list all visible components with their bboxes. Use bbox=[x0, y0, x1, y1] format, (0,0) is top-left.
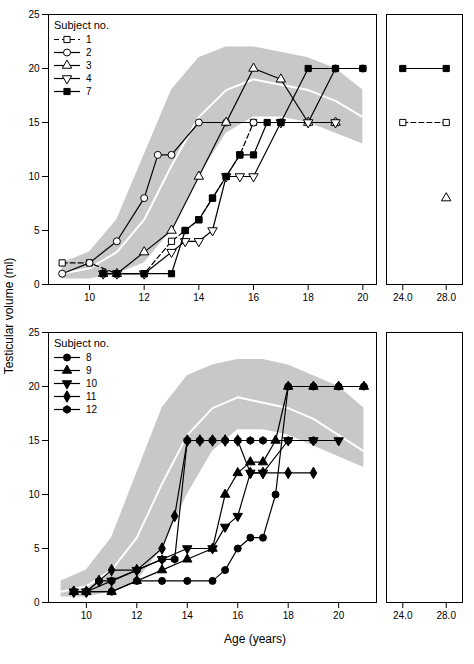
html-text:Testicular volume (ml): Testicular volume (ml) bbox=[2, 257, 16, 375]
svg-text:14: 14 bbox=[193, 292, 205, 303]
svg-text:Subject no.: Subject no. bbox=[54, 19, 109, 31]
svg-text:4: 4 bbox=[86, 73, 92, 84]
svg-text:5: 5 bbox=[34, 225, 40, 236]
svg-text:10: 10 bbox=[28, 171, 40, 182]
svg-text:12: 12 bbox=[139, 292, 151, 303]
svg-text:28.0: 28.0 bbox=[436, 292, 456, 303]
svg-text:24.0: 24.0 bbox=[393, 292, 413, 303]
svg-text:25: 25 bbox=[28, 327, 40, 338]
svg-text:16: 16 bbox=[232, 610, 244, 621]
svg-text:18: 18 bbox=[283, 610, 295, 621]
svg-text:3: 3 bbox=[86, 60, 92, 71]
svg-text:15: 15 bbox=[28, 117, 40, 128]
svg-text:24.0: 24.0 bbox=[393, 610, 413, 621]
svg-text:15: 15 bbox=[28, 435, 40, 446]
html-text:Age (years): Age (years) bbox=[224, 632, 286, 646]
svg-text:1: 1 bbox=[86, 34, 92, 45]
svg-text:14: 14 bbox=[182, 610, 194, 621]
svg-text:9: 9 bbox=[86, 365, 92, 376]
svg-text:25: 25 bbox=[28, 9, 40, 20]
svg-text:12: 12 bbox=[86, 404, 98, 415]
svg-text:5: 5 bbox=[34, 543, 40, 554]
svg-text:28.0: 28.0 bbox=[436, 610, 456, 621]
svg-text:0: 0 bbox=[34, 279, 40, 290]
svg-text:16: 16 bbox=[248, 292, 260, 303]
svg-text:12: 12 bbox=[131, 610, 143, 621]
svg-text:20: 20 bbox=[28, 381, 40, 392]
svg-text:Subject no.: Subject no. bbox=[54, 337, 109, 349]
svg-text:11: 11 bbox=[86, 391, 97, 402]
svg-text:10: 10 bbox=[84, 292, 96, 303]
svg-text:20: 20 bbox=[28, 63, 40, 74]
svg-text:0: 0 bbox=[34, 597, 40, 608]
svg-text:20: 20 bbox=[333, 610, 345, 621]
svg-text:2: 2 bbox=[86, 47, 92, 58]
svg-text:10: 10 bbox=[81, 610, 93, 621]
svg-text:18: 18 bbox=[303, 292, 315, 303]
svg-text:10: 10 bbox=[86, 378, 98, 389]
svg-text:8: 8 bbox=[86, 352, 92, 363]
svg-text:20: 20 bbox=[357, 292, 369, 303]
svg-text:7: 7 bbox=[86, 86, 92, 97]
svg-text:10: 10 bbox=[28, 489, 40, 500]
